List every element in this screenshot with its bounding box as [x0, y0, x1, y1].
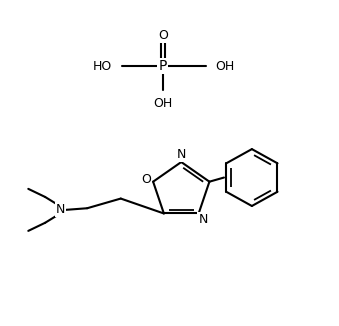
Text: OH: OH [153, 97, 173, 110]
Text: N: N [56, 203, 65, 216]
Text: HO: HO [93, 60, 112, 72]
Text: N: N [177, 148, 186, 161]
Text: O: O [141, 173, 151, 186]
Text: OH: OH [215, 60, 234, 72]
Text: N: N [198, 213, 208, 226]
Text: P: P [159, 59, 167, 73]
Text: O: O [158, 29, 168, 42]
